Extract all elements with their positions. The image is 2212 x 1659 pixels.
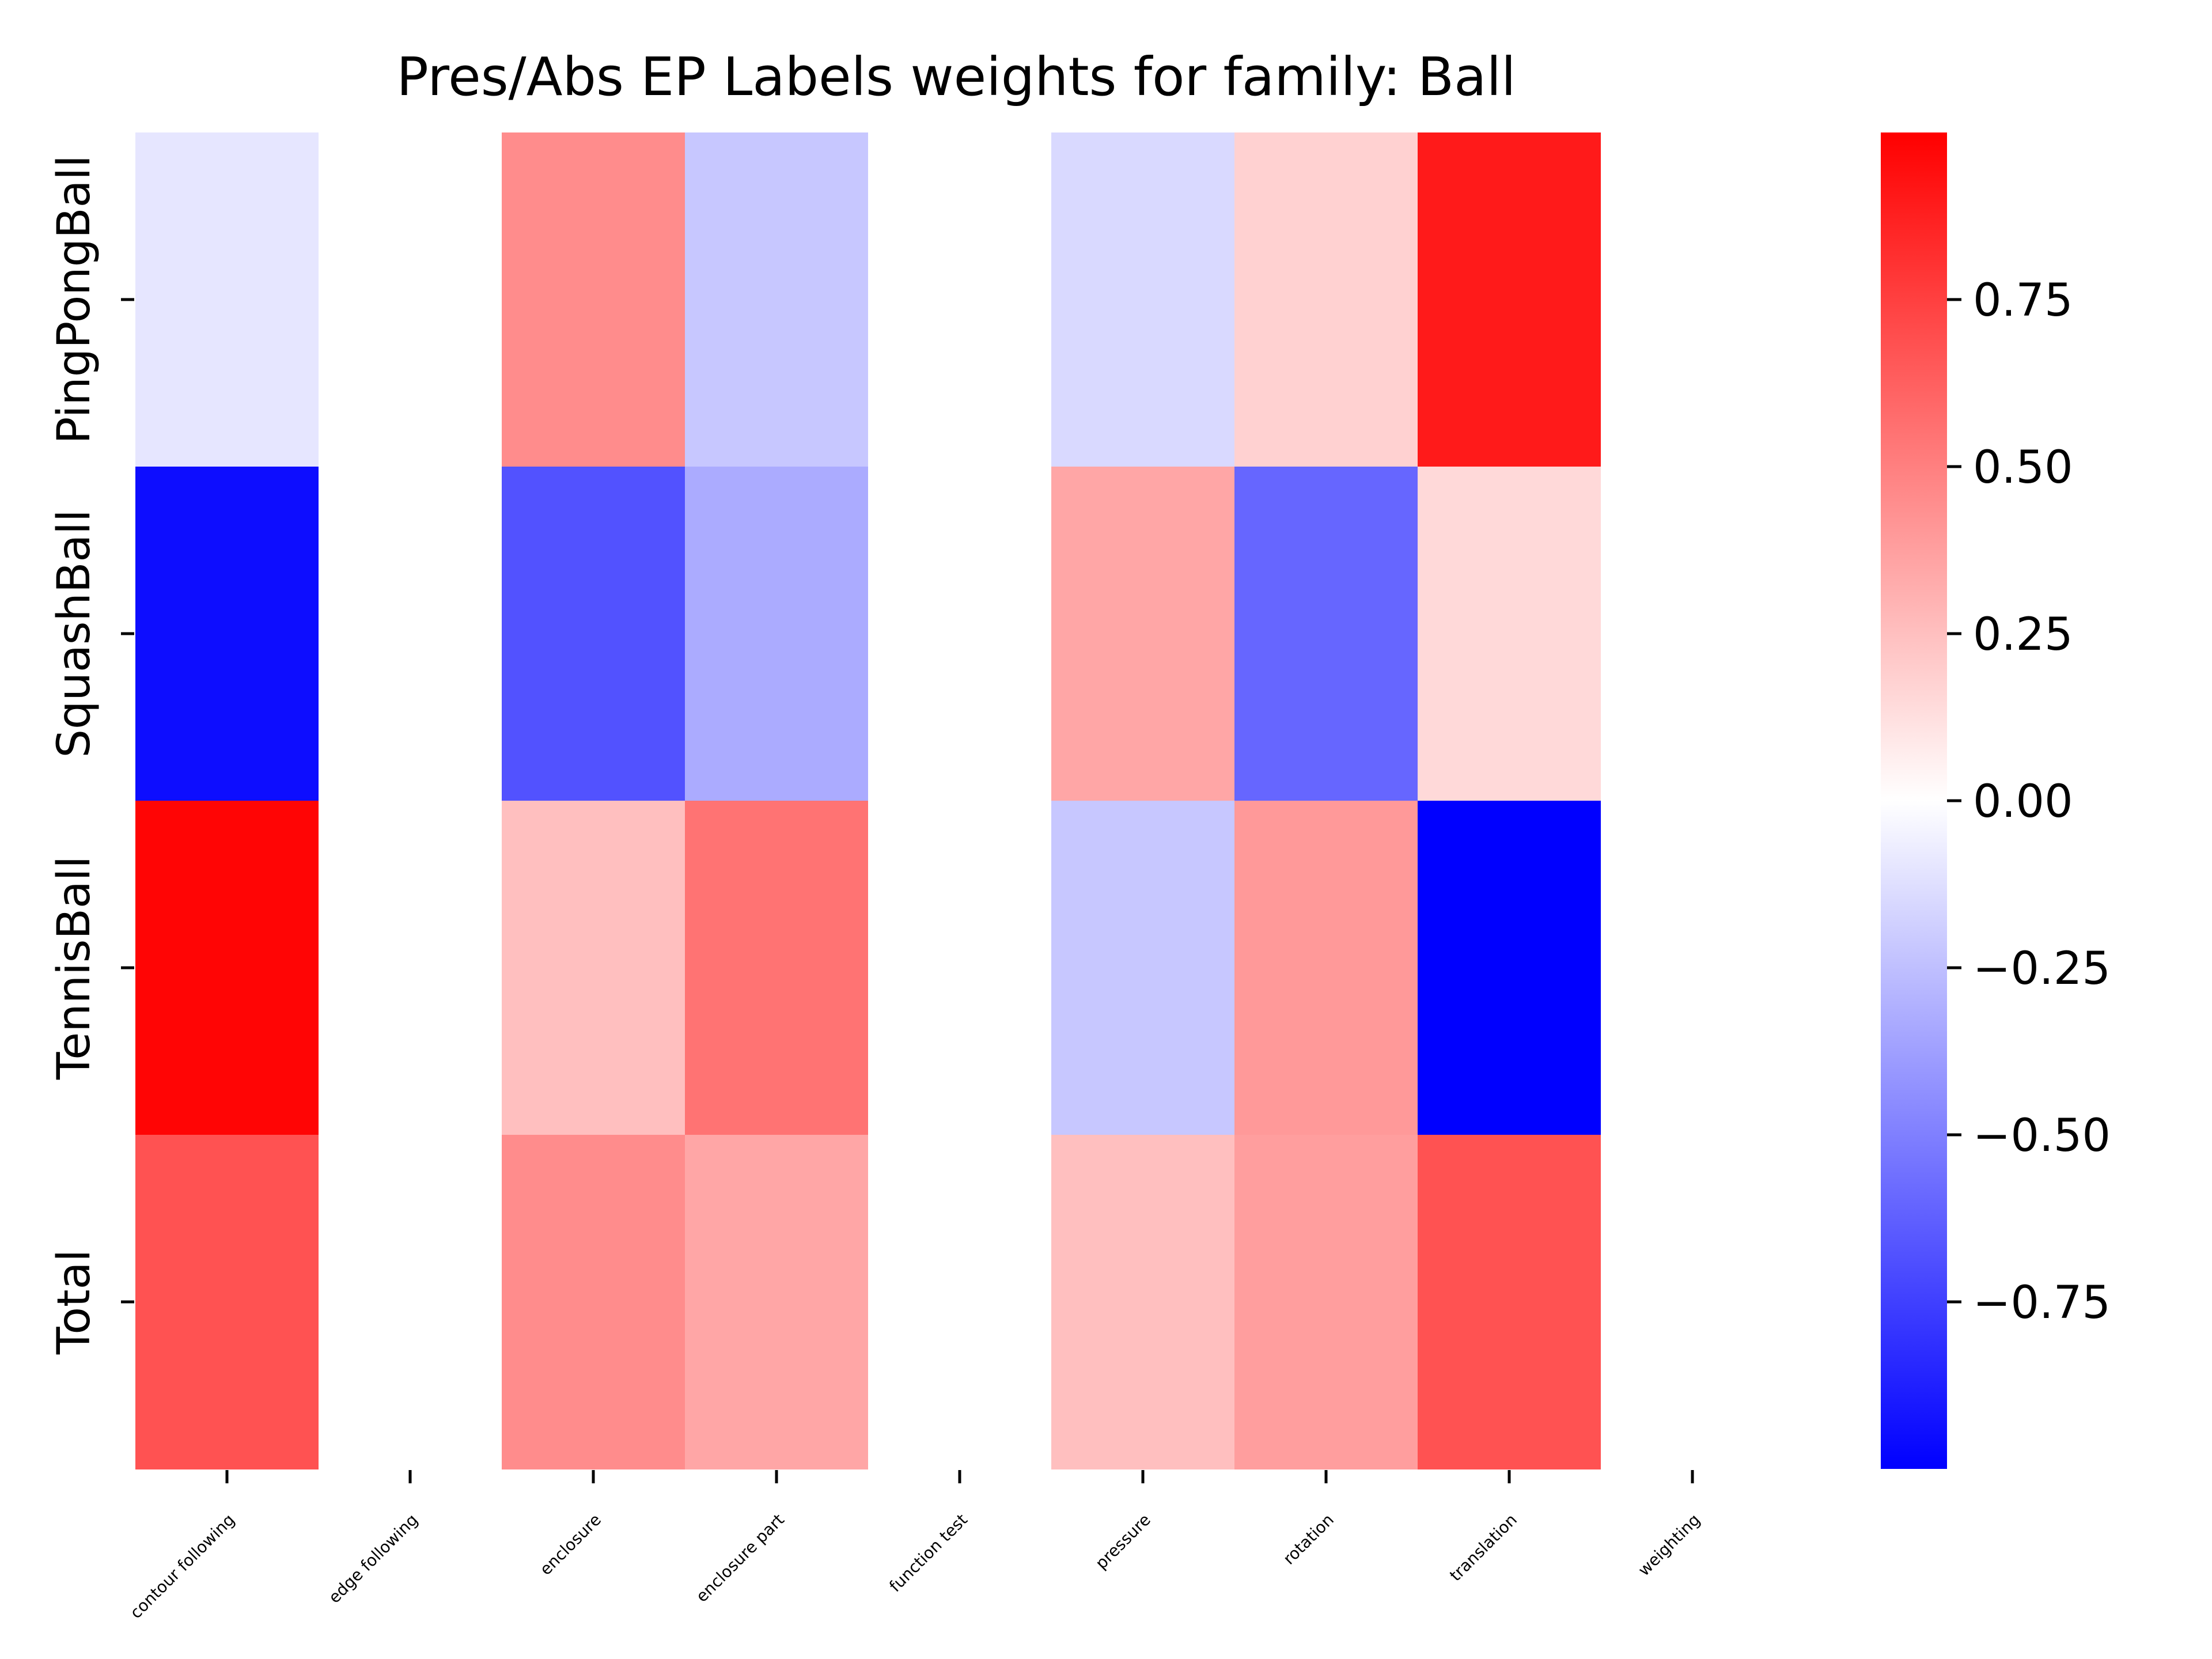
heatmap-cell-squashball-contour-following xyxy=(135,467,319,801)
heatmap-cell-tennisball-weighting xyxy=(1601,801,1785,1135)
heatmap-cell-total-edge-following xyxy=(319,1135,502,1469)
x-tick-label-contour-following: contour following xyxy=(126,1510,238,1623)
heatmap-cell-squashball-enclosure xyxy=(502,467,685,801)
heatmap-cell-total-pressure xyxy=(1051,1135,1235,1469)
y-tick-label-squashball: SquashBall xyxy=(48,510,100,758)
heatmap-cell-squashball-pressure xyxy=(1051,467,1235,801)
colorbar-ticks: 0.75 0.50 0.25 0.00 −0.25 −0.50 −0.75 xyxy=(1947,275,2111,1329)
colorbar-tick-label: −0.25 xyxy=(1973,943,2111,995)
colorbar-tick-label: −0.50 xyxy=(1973,1110,2111,1162)
heatmap-cell-pingpongball-pressure xyxy=(1051,132,1235,467)
heatmap-cell-tennisball-translation xyxy=(1418,801,1601,1135)
heatmap-cell-total-rotation xyxy=(1234,1135,1418,1469)
heatmap-cell-squashball-translation xyxy=(1418,467,1601,801)
x-tick-label-rotation: rotation xyxy=(1279,1510,1338,1569)
x-axis: contour following edge following enclosure… xyxy=(126,1470,1704,1622)
y-tick-label-pingpongball: PingPongBall xyxy=(48,155,100,444)
y-tick-label-total: Total xyxy=(48,1249,100,1355)
colorbar-tick-label: 0.50 xyxy=(1973,442,2073,494)
heatmap-cell-tennisball-contour-following xyxy=(135,801,319,1135)
x-tick-label-translation: translation xyxy=(1446,1510,1521,1585)
heatmap-cell-tennisball-function-test xyxy=(868,801,1052,1135)
colorbar-tick-label: 0.75 xyxy=(1973,275,2073,327)
heatmap-cell-pingpongball-translation xyxy=(1418,132,1601,467)
x-tick-label-edge-following: edge following xyxy=(325,1510,422,1607)
heatmap-cell-squashball-enclosure-part xyxy=(685,467,869,801)
x-tick-label-pressure: pressure xyxy=(1092,1510,1154,1573)
x-tick-label-function-test: function test xyxy=(885,1510,971,1596)
heatmap-cell-pingpongball-enclosure xyxy=(502,132,685,467)
heatmap-cell-tennisball-edge-following xyxy=(319,801,502,1135)
heatmap-cell-total-function-test xyxy=(868,1135,1052,1469)
heatmap-cell-tennisball-enclosure xyxy=(502,801,685,1135)
x-tick-label-enclosure: enclosure xyxy=(536,1510,605,1579)
colorbar-tick-label: 0.25 xyxy=(1973,609,2073,661)
heatmap-cell-squashball-edge-following xyxy=(319,467,502,801)
heatmap-cell-pingpongball-weighting xyxy=(1601,132,1785,467)
heatmap-cell-total-enclosure xyxy=(502,1135,685,1469)
heatmap-cell-tennisball-rotation xyxy=(1234,801,1418,1135)
heatmap-cell-total-weighting xyxy=(1601,1135,1785,1469)
heatmap-cell-pingpongball-edge-following xyxy=(319,132,502,467)
heatmap-cells xyxy=(135,132,1785,1469)
heatmap-cell-total-contour-following xyxy=(135,1135,319,1469)
y-axis: PingPongBall SquashBall TennisBall Total xyxy=(48,155,134,1355)
x-tick-label-weighting: weighting xyxy=(1634,1510,1704,1580)
y-tick-label-tennisball: TennisBall xyxy=(48,856,100,1080)
heatmap-cell-squashball-rotation xyxy=(1234,467,1418,801)
heatmap-cell-squashball-weighting xyxy=(1601,467,1785,801)
heatmap-cell-squashball-function-test xyxy=(868,467,1052,801)
heatmap-cell-pingpongball-function-test xyxy=(868,132,1052,467)
heatmap-cell-tennisball-pressure xyxy=(1051,801,1235,1135)
chart-title: Pres/Abs EP Labels weights for family: B… xyxy=(396,46,1516,108)
colorbar xyxy=(1881,132,1947,1469)
heatmap-cell-tennisball-enclosure-part xyxy=(685,801,869,1135)
heatmap-cell-pingpongball-enclosure-part xyxy=(685,132,869,467)
heatmap-cell-pingpongball-rotation xyxy=(1234,132,1418,467)
heatmap-cell-total-enclosure-part xyxy=(685,1135,869,1469)
heatmap-cell-pingpongball-contour-following xyxy=(135,132,319,467)
colorbar-tick-label: 0.00 xyxy=(1973,776,2073,828)
colorbar-tick-label: −0.75 xyxy=(1973,1277,2111,1329)
x-tick-label-enclosure-part: enclosure part xyxy=(692,1510,788,1606)
heatmap-cell-total-translation xyxy=(1418,1135,1601,1469)
